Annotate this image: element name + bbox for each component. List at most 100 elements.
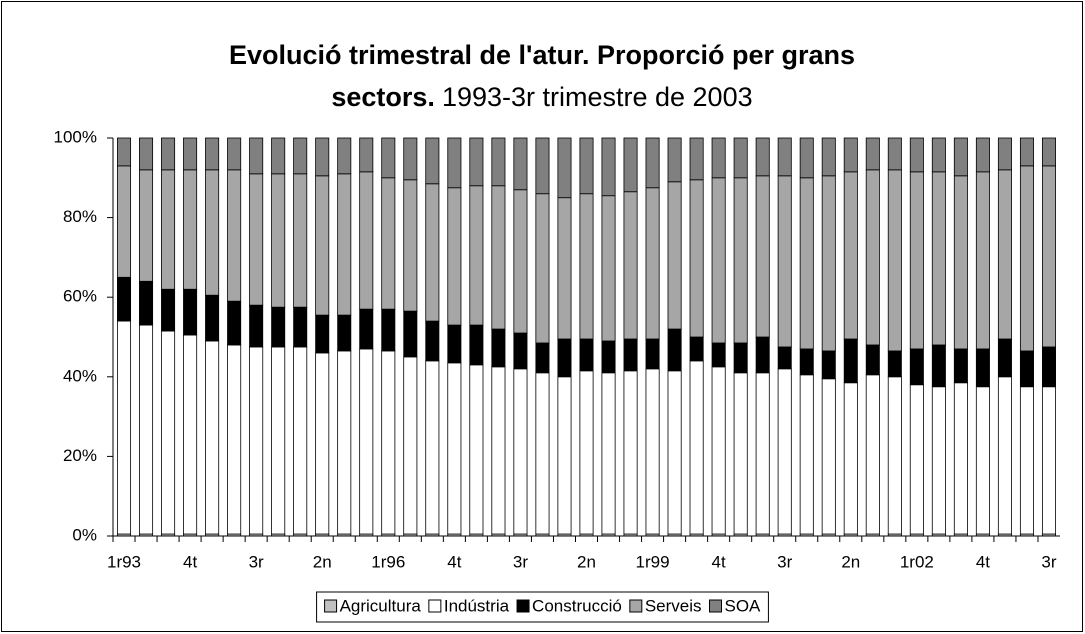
bar-segment bbox=[1019, 137, 1034, 167]
x-tick-label: 2n bbox=[841, 552, 860, 571]
x-tick-label: 4t bbox=[183, 552, 197, 571]
bar-segment bbox=[579, 137, 594, 195]
legend-swatch bbox=[709, 599, 723, 613]
bar-segment bbox=[381, 308, 396, 352]
bar-segment bbox=[711, 366, 726, 535]
bar-segment bbox=[293, 173, 308, 308]
x-tick-label: 4t bbox=[447, 552, 461, 571]
bar-segment bbox=[601, 195, 616, 342]
y-tick-label: 20% bbox=[63, 446, 97, 465]
bar-segment bbox=[601, 372, 616, 535]
y-tick-label: 60% bbox=[63, 287, 97, 306]
bar-segment bbox=[183, 137, 198, 171]
bar-segment bbox=[249, 137, 264, 175]
bar-segment bbox=[491, 185, 506, 330]
bar-segment bbox=[623, 338, 638, 372]
bar-segment bbox=[469, 364, 484, 535]
bar-segment bbox=[337, 137, 352, 175]
bar-segment bbox=[117, 137, 132, 167]
bar-segment bbox=[777, 368, 792, 535]
legend-swatch bbox=[324, 599, 338, 613]
bar-segment bbox=[227, 137, 242, 171]
bar-segment bbox=[909, 348, 924, 386]
bar-segment bbox=[205, 340, 220, 535]
bar-segment bbox=[447, 187, 462, 326]
x-tick-label: 2n bbox=[313, 552, 332, 571]
bar-segment bbox=[139, 280, 154, 326]
bar-segment bbox=[843, 382, 858, 535]
bar-segment bbox=[557, 376, 572, 535]
bar-segment bbox=[755, 137, 770, 177]
bar-segment bbox=[865, 374, 880, 535]
bar-segment bbox=[777, 137, 792, 177]
bar-segment bbox=[1019, 165, 1034, 352]
bar-segment bbox=[205, 137, 220, 171]
bar-segment bbox=[997, 376, 1012, 535]
bar-segment bbox=[953, 382, 968, 535]
bar-segment bbox=[667, 137, 682, 183]
bar-segment bbox=[645, 338, 660, 370]
bar-segment bbox=[425, 320, 440, 362]
bar-segment bbox=[689, 360, 704, 535]
bar-segment bbox=[821, 378, 836, 535]
bar-segment bbox=[909, 384, 924, 535]
bar-segment bbox=[161, 169, 176, 290]
bar-segment bbox=[425, 360, 440, 535]
bar-segment bbox=[535, 342, 550, 374]
bar-segment bbox=[535, 137, 550, 195]
bar-segment bbox=[227, 300, 242, 346]
bar-segment bbox=[381, 350, 396, 535]
bar-segment bbox=[821, 137, 836, 177]
y-tick-label: 40% bbox=[63, 366, 97, 385]
x-tick-label: 3r bbox=[777, 552, 792, 571]
bar-segment bbox=[117, 320, 132, 535]
bar-segment bbox=[711, 342, 726, 368]
bar-segment bbox=[711, 177, 726, 344]
legend-label: Serveis bbox=[645, 596, 702, 615]
bar-segment bbox=[535, 193, 550, 344]
bar-segment bbox=[579, 193, 594, 340]
bar-segment bbox=[117, 165, 132, 278]
bar-segment bbox=[997, 137, 1012, 171]
bar-segment bbox=[205, 294, 220, 342]
bar-segment bbox=[161, 137, 176, 171]
bar-segment bbox=[667, 328, 682, 372]
bar-segment bbox=[183, 334, 198, 535]
bar-segment bbox=[953, 175, 968, 350]
bar-segment bbox=[227, 169, 242, 302]
bar-segment bbox=[601, 340, 616, 374]
bar-segment bbox=[315, 137, 330, 177]
legend: Agricultura Indústria Construcció Serveis SO… bbox=[316, 591, 769, 623]
bar-segment bbox=[887, 137, 902, 171]
bar-segment bbox=[381, 137, 396, 179]
bar-segment bbox=[315, 175, 330, 316]
bar-segment bbox=[469, 137, 484, 187]
bar-segment bbox=[799, 137, 814, 179]
bar-segment bbox=[403, 179, 418, 312]
bar-segment bbox=[535, 372, 550, 535]
bar-segment bbox=[865, 169, 880, 346]
bar-segment bbox=[909, 137, 924, 173]
bar-segment bbox=[645, 187, 660, 340]
bar-segment bbox=[975, 137, 990, 173]
bar-segment bbox=[953, 137, 968, 177]
bar-segment bbox=[1041, 346, 1056, 388]
chart-title: sectors. bbox=[331, 82, 435, 112]
bar-segment bbox=[733, 372, 748, 535]
bar-segment bbox=[183, 169, 198, 290]
bar-segment bbox=[447, 362, 462, 535]
bar-segment bbox=[997, 169, 1012, 340]
bar-segment bbox=[733, 137, 748, 179]
y-tick-label: 0% bbox=[72, 525, 97, 544]
bar-segment bbox=[491, 137, 506, 187]
bar-segment bbox=[843, 338, 858, 384]
bar-segment bbox=[667, 181, 682, 330]
bar-segment bbox=[513, 137, 528, 191]
bar-segment bbox=[293, 306, 308, 348]
bar-segment bbox=[843, 171, 858, 340]
bar-segment bbox=[293, 346, 308, 535]
bar-segment bbox=[953, 348, 968, 384]
bar-segment bbox=[579, 338, 594, 372]
bar-segment bbox=[887, 376, 902, 535]
bar-segment bbox=[1019, 350, 1034, 388]
